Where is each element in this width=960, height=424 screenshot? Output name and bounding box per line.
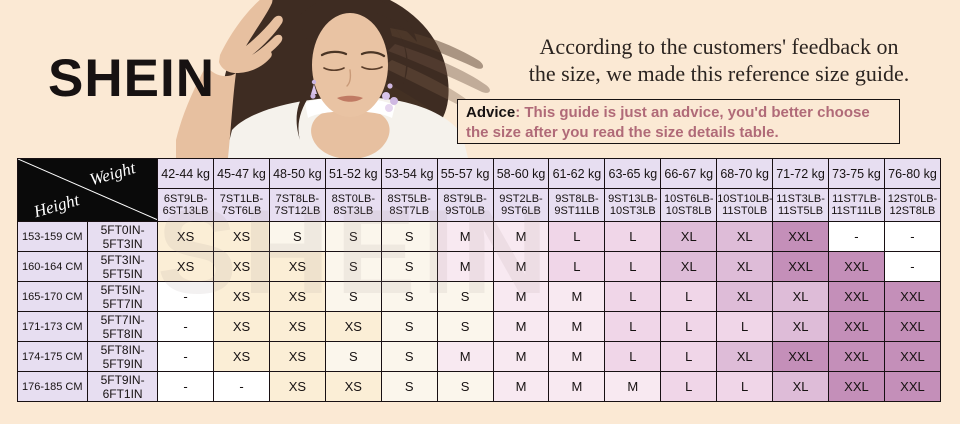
svg-text:Weight: Weight	[87, 159, 138, 189]
svg-text:Height: Height	[31, 190, 83, 221]
